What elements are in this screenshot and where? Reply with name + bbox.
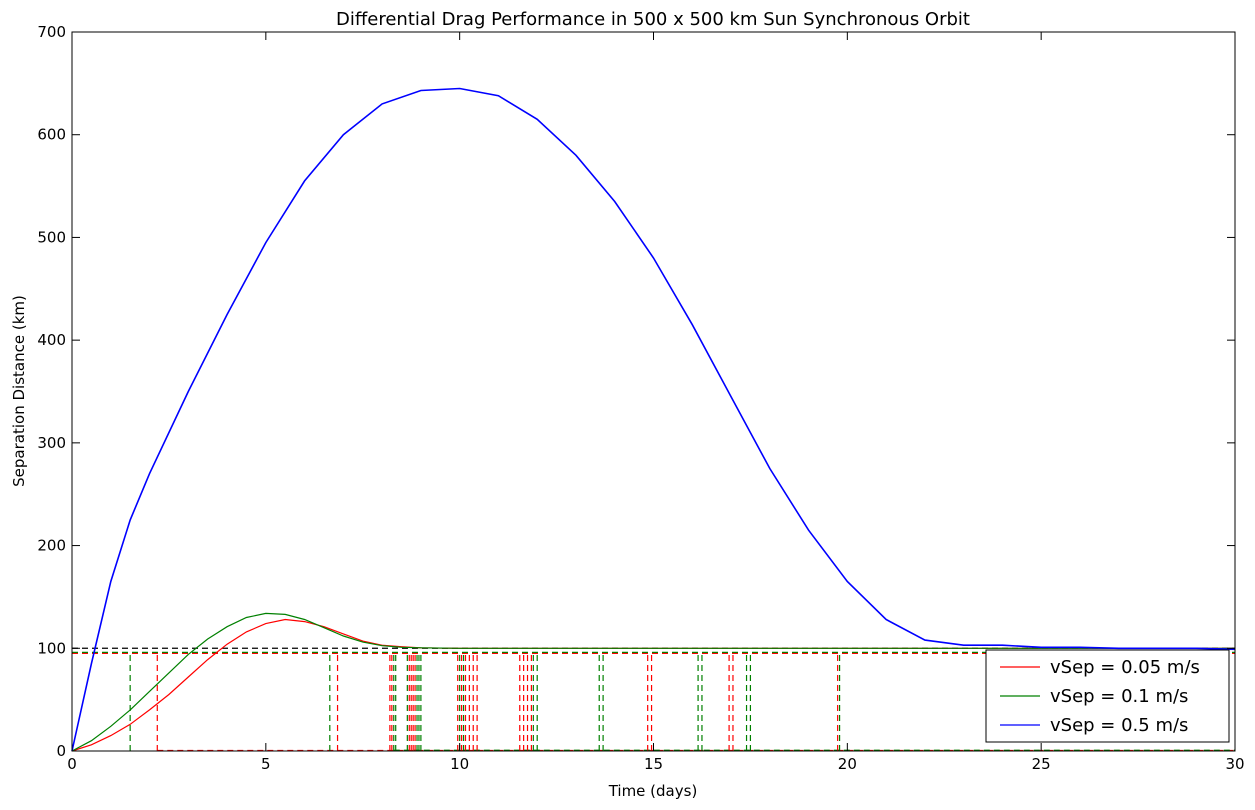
y-tick-label-3: 300 [37, 434, 66, 452]
axes-frame [71, 31, 1236, 752]
y-tick-label-6: 600 [37, 126, 66, 144]
series-line-1 [71, 612, 1235, 752]
x-axis-label: Time (days) [608, 782, 698, 800]
y-tick-label-1: 100 [37, 639, 66, 657]
chart-title: Differential Drag Performance in 500 x 5… [336, 9, 970, 30]
legend-entry-2: vSep = 0.5 m/s [1050, 715, 1188, 736]
x-tick-label-3: 15 [644, 755, 663, 773]
legend-entry-0: vSep = 0.05 m/s [1050, 657, 1200, 678]
x-tick-label-0: 0 [67, 755, 77, 773]
legend-entry-1: vSep = 0.1 m/s [1050, 686, 1188, 707]
y-axis-label: Separation Distance (km) [10, 295, 28, 487]
plot-area [71, 87, 1236, 752]
legend: vSep = 0.05 m/s vSep = 0.1 m/s vSep = 0.5 … [985, 649, 1230, 743]
x-tick-label-2: 10 [450, 755, 469, 773]
y-tick-label-7: 700 [37, 23, 66, 41]
y-tick-label-2: 200 [37, 537, 66, 555]
x-tick-label-6: 30 [1225, 755, 1244, 773]
y-tick-label-5: 500 [37, 228, 66, 246]
x-tick-label-1: 5 [261, 755, 271, 773]
series-line-2 [71, 87, 1236, 752]
y-tick-label-0: 0 [56, 742, 66, 760]
x-tick-label-5: 25 [1032, 755, 1051, 773]
y-tick-label-4: 400 [37, 331, 66, 349]
x-tick-label-4: 20 [838, 755, 857, 773]
